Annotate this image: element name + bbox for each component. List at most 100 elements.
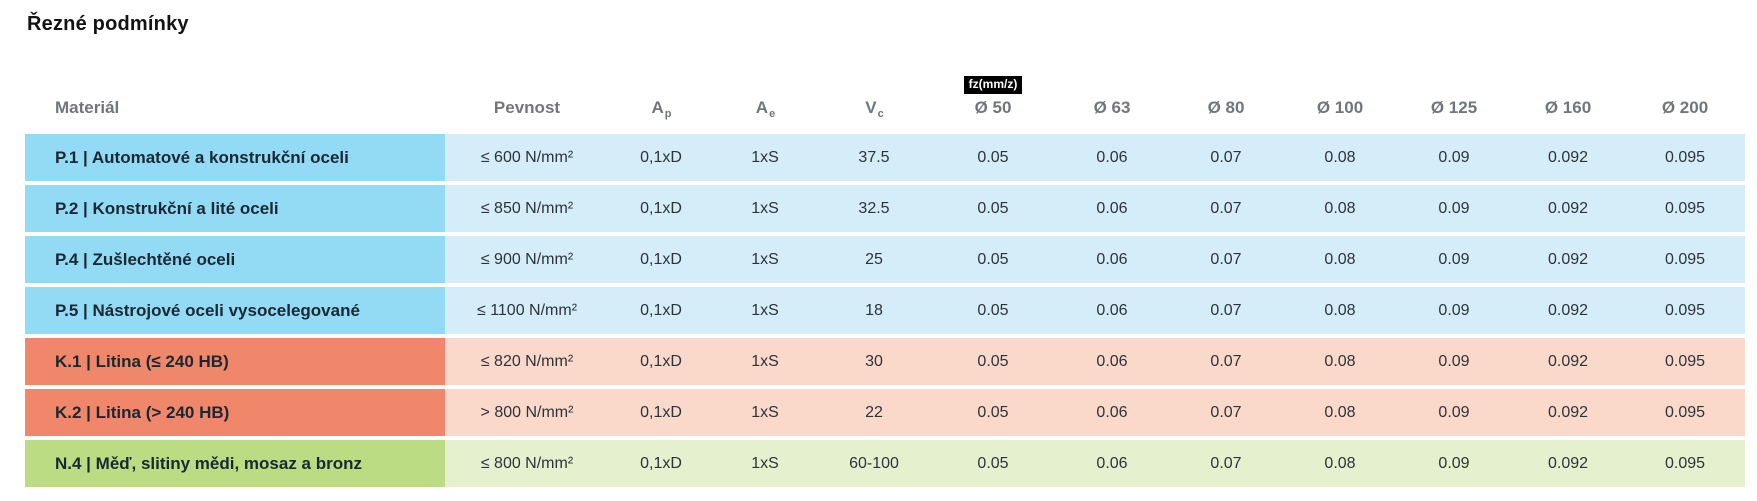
ae-cell: 1xS bbox=[713, 440, 817, 487]
column-header-strength: Pevnost bbox=[445, 48, 609, 130]
material-cell: P.1 | Automatové a konstrukční oceli bbox=[25, 134, 445, 181]
fz-cell: 0.09 bbox=[1397, 134, 1511, 181]
page-title: Řezné podmínky bbox=[27, 13, 189, 35]
fz-cell: 0.07 bbox=[1169, 287, 1283, 334]
vc-symbol: V bbox=[865, 98, 877, 117]
column-header-diameter: fz(mm/z) Ø 50 bbox=[931, 48, 1055, 130]
material-cell: P.2 | Konstrukční a lité oceli bbox=[25, 185, 445, 232]
table-row: P.5 | Nástrojové oceli vysocelegované ≤ 1… bbox=[25, 287, 1745, 334]
fz-cell: 0.09 bbox=[1397, 440, 1511, 487]
ap-cell: 0,1xD bbox=[609, 134, 713, 181]
fz-cell: 0.092 bbox=[1511, 185, 1625, 232]
fz-cell: 0.092 bbox=[1511, 389, 1625, 436]
column-header-vc: Vc bbox=[817, 48, 931, 130]
material-cell: N.4 | Měď, slitiny mědi, mosaz a bronz bbox=[25, 440, 445, 487]
fz-cell: 0.08 bbox=[1283, 440, 1397, 487]
ae-subscript: e bbox=[769, 108, 776, 120]
table-row: K.1 | Litina (≤ 240 HB) ≤ 820 N/mm² 0,1xD 1… bbox=[25, 338, 1745, 385]
material-cell: K.1 | Litina (≤ 240 HB) bbox=[25, 338, 445, 385]
fz-cell: 0.092 bbox=[1511, 287, 1625, 334]
fz-cell: 0.05 bbox=[931, 287, 1055, 334]
diameter-label: Ø 125 bbox=[1430, 98, 1478, 117]
fz-cell: 0.06 bbox=[1055, 440, 1169, 487]
strength-cell: ≤ 850 N/mm² bbox=[445, 185, 609, 232]
fz-cell: 0.095 bbox=[1625, 287, 1745, 334]
fz-cell: 0.06 bbox=[1055, 134, 1169, 181]
material-cell: K.2 | Litina (> 240 HB) bbox=[25, 389, 445, 436]
ap-cell: 0,1xD bbox=[609, 338, 713, 385]
column-header-ae: Ae bbox=[713, 48, 817, 130]
column-header-diameter: Ø 63 bbox=[1055, 48, 1169, 130]
table-row: K.2 | Litina (> 240 HB) > 800 N/mm² 0,1xD 1… bbox=[25, 389, 1745, 436]
fz-cell: 0.09 bbox=[1397, 287, 1511, 334]
fz-cell: 0.05 bbox=[931, 389, 1055, 436]
fz-cell: 0.08 bbox=[1283, 134, 1397, 181]
ap-cell: 0,1xD bbox=[609, 287, 713, 334]
fz-cell: 0.07 bbox=[1169, 389, 1283, 436]
column-header-diameter: Ø 200 bbox=[1625, 48, 1745, 130]
fz-cell: 0.06 bbox=[1055, 236, 1169, 283]
fz-cell: 0.095 bbox=[1625, 134, 1745, 181]
strength-cell: ≤ 800 N/mm² bbox=[445, 440, 609, 487]
ap-cell: 0,1xD bbox=[609, 236, 713, 283]
fz-cell: 0.07 bbox=[1169, 338, 1283, 385]
vc-cell: 18 bbox=[817, 287, 931, 334]
fz-cell: 0.08 bbox=[1283, 338, 1397, 385]
fz-cell: 0.05 bbox=[931, 338, 1055, 385]
diameter-label: Ø 100 bbox=[1316, 98, 1364, 117]
strength-cell: ≤ 820 N/mm² bbox=[445, 338, 609, 385]
fz-cell: 0.08 bbox=[1283, 185, 1397, 232]
material-cell: P.4 | Zušlechtěné oceli bbox=[25, 236, 445, 283]
ae-cell: 1xS bbox=[713, 338, 817, 385]
fz-cell: 0.07 bbox=[1169, 440, 1283, 487]
diameter-label: Ø 80 bbox=[1207, 98, 1245, 117]
material-cell: P.5 | Nástrojové oceli vysocelegované bbox=[25, 287, 445, 334]
vc-subscript: c bbox=[877, 108, 884, 120]
ap-cell: 0,1xD bbox=[609, 389, 713, 436]
vc-cell: 25 bbox=[817, 236, 931, 283]
table-row: P.1 | Automatové a konstrukční oceli ≤ 60… bbox=[25, 134, 1745, 181]
ae-cell: 1xS bbox=[713, 134, 817, 181]
fz-cell: 0.09 bbox=[1397, 236, 1511, 283]
fz-cell: 0.095 bbox=[1625, 338, 1745, 385]
fz-cell: 0.095 bbox=[1625, 185, 1745, 232]
ae-symbol: A bbox=[755, 98, 769, 117]
ap-symbol: A bbox=[651, 98, 664, 117]
diameter-label: Ø 63 bbox=[1093, 98, 1131, 117]
ae-cell: 1xS bbox=[713, 236, 817, 283]
fz-cell: 0.06 bbox=[1055, 185, 1169, 232]
table-body: P.1 | Automatové a konstrukční oceli ≤ 60… bbox=[25, 134, 1745, 487]
fz-cell: 0.092 bbox=[1511, 338, 1625, 385]
table-row: P.2 | Konstrukční a lité oceli ≤ 850 N/mm… bbox=[25, 185, 1745, 232]
ap-cell: 0,1xD bbox=[609, 440, 713, 487]
column-header-diameter: Ø 80 bbox=[1169, 48, 1283, 130]
fz-cell: 0.05 bbox=[931, 440, 1055, 487]
fz-cell: 0.07 bbox=[1169, 134, 1283, 181]
ae-cell: 1xS bbox=[713, 389, 817, 436]
fz-cell: 0.06 bbox=[1055, 338, 1169, 385]
strength-cell: ≤ 1100 N/mm² bbox=[445, 287, 609, 334]
vc-cell: 32.5 bbox=[817, 185, 931, 232]
strength-cell: > 800 N/mm² bbox=[445, 389, 609, 436]
diameter-label: Ø 200 bbox=[1661, 98, 1709, 117]
column-header-diameter: Ø 100 bbox=[1283, 48, 1397, 130]
fz-cell: 0.08 bbox=[1283, 389, 1397, 436]
fz-cell: 0.07 bbox=[1169, 236, 1283, 283]
fz-cell: 0.06 bbox=[1055, 287, 1169, 334]
ae-cell: 1xS bbox=[713, 185, 817, 232]
fz-cell: 0.095 bbox=[1625, 236, 1745, 283]
fz-cell: 0.08 bbox=[1283, 287, 1397, 334]
fz-cell: 0.08 bbox=[1283, 236, 1397, 283]
diameter-label: Ø 160 bbox=[1544, 98, 1592, 117]
cutting-conditions-table: Materiál Pevnost Ap Ae Vc fz(mm/z) Ø 50 Ø … bbox=[25, 44, 1745, 491]
strength-cell: ≤ 900 N/mm² bbox=[445, 236, 609, 283]
vc-cell: 37.5 bbox=[817, 134, 931, 181]
fz-cell: 0.092 bbox=[1511, 134, 1625, 181]
fz-cell: 0.05 bbox=[931, 236, 1055, 283]
ap-subscript: p bbox=[664, 108, 672, 120]
fz-cell: 0.06 bbox=[1055, 389, 1169, 436]
ae-cell: 1xS bbox=[713, 287, 817, 334]
fz-cell: 0.05 bbox=[931, 185, 1055, 232]
header-row: Materiál Pevnost Ap Ae Vc fz(mm/z) Ø 50 Ø … bbox=[25, 48, 1745, 130]
